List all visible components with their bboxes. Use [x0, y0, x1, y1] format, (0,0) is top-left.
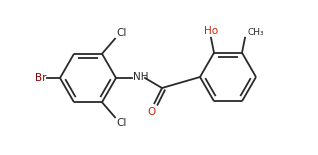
Text: Cl: Cl: [116, 28, 126, 38]
Text: CH₃: CH₃: [247, 28, 264, 37]
Text: NH: NH: [133, 72, 149, 82]
Text: Ho: Ho: [204, 26, 218, 36]
Text: Cl: Cl: [116, 118, 126, 128]
Text: O: O: [148, 107, 156, 117]
Text: Br: Br: [34, 73, 46, 83]
